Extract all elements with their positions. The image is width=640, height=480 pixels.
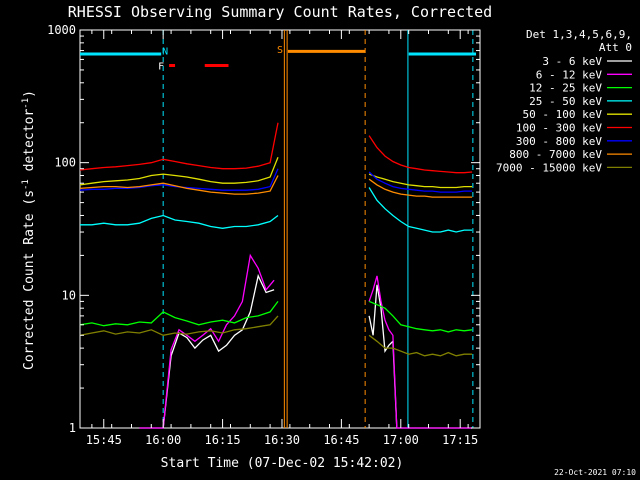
series-lines — [79, 122, 473, 429]
legend-header-detectors: Det 1,3,4,5,6,9, — [526, 28, 632, 41]
y-axis-ticks: 1 10 100 1000 — [47, 23, 480, 435]
chart-title: RHESSI Observing Summary Count Rates, Co… — [68, 3, 492, 21]
series-line-6 — [368, 171, 473, 193]
x-tick-label: 17:00 — [383, 433, 419, 447]
y-axis-label: Corrected Count Rate (s-1 detector-1) — [21, 90, 37, 370]
legend-label: 7000 - 15000 keV — [496, 161, 602, 174]
y-tick-label: 10 — [62, 288, 76, 302]
series-line-5 — [368, 135, 473, 174]
x-tick-label: 15:45 — [86, 433, 122, 447]
series-line-8 — [368, 334, 473, 357]
flag-label: F — [158, 62, 164, 73]
legend-label: 12 - 25 keV — [529, 82, 602, 95]
series-line-5 — [79, 122, 279, 171]
series-line-7 — [79, 175, 279, 195]
flag-label: N — [162, 47, 168, 58]
legend-label: 100 - 300 keV — [516, 122, 602, 135]
legend-label: 6 - 12 keV — [536, 68, 603, 81]
x-tick-label: 16:45 — [323, 433, 359, 447]
series-line-8 — [79, 315, 279, 336]
plot-frame — [79, 29, 481, 429]
y-tick-label: 1000 — [47, 23, 76, 37]
series-line-1 — [139, 253, 275, 429]
x-tick-label: 16:00 — [145, 433, 181, 447]
x-tick-label: 16:15 — [205, 433, 241, 447]
x-axis-ticks: 15:45 16:00 16:15 16:30 16:45 17:00 17:15 — [86, 30, 478, 447]
flag-bars: NF S — [80, 45, 477, 73]
series-line-3 — [80, 214, 279, 229]
x-axis-label: Start Time (07-Dec-02 15:42:02) — [161, 456, 404, 471]
flag-label: S — [277, 45, 283, 56]
legend-header-attenuator: Att 0 — [599, 41, 632, 54]
legend-label: 50 - 100 keV — [523, 108, 603, 121]
series-line-7 — [368, 178, 473, 198]
series-line-2 — [368, 300, 473, 333]
series-line-2 — [79, 301, 279, 327]
footer-timestamp: 22-Oct-2021 07:10 — [554, 468, 636, 477]
series-line-4 — [79, 156, 279, 186]
legend-label: 300 - 800 keV — [516, 135, 602, 148]
x-tick-label: 17:15 — [442, 433, 478, 447]
series-line-4 — [368, 173, 473, 189]
series-line-1 — [368, 275, 473, 429]
legend-label: 800 - 7000 keV — [509, 148, 602, 161]
event-markers — [162, 30, 474, 428]
y-tick-label: 100 — [54, 156, 76, 170]
legend-label: 25 - 50 keV — [529, 95, 602, 108]
legend-label: 3 - 6 keV — [542, 55, 602, 68]
series-line-3 — [368, 187, 473, 233]
y-tick-label: 1 — [69, 421, 76, 435]
x-tick-label: 16:30 — [264, 433, 300, 447]
